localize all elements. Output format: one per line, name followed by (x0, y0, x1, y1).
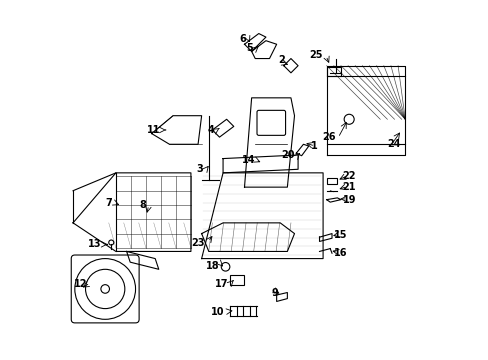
Text: 5: 5 (246, 43, 253, 53)
Text: 7: 7 (105, 198, 112, 208)
Text: 24: 24 (386, 139, 400, 149)
Text: 15: 15 (333, 230, 346, 240)
Text: 20: 20 (281, 150, 294, 160)
Text: 1: 1 (310, 141, 317, 151)
Text: 6: 6 (239, 34, 246, 44)
Text: 12: 12 (74, 279, 87, 289)
Text: 10: 10 (211, 307, 224, 317)
Text: 17: 17 (215, 279, 228, 289)
Text: 11: 11 (147, 125, 160, 135)
Bar (326, 178, 337, 184)
Text: 18: 18 (205, 261, 219, 271)
Text: 19: 19 (342, 195, 355, 204)
Bar (230, 275, 244, 285)
Text: 21: 21 (342, 182, 355, 192)
Text: 23: 23 (191, 238, 205, 248)
Text: 14: 14 (241, 156, 255, 165)
Text: 2: 2 (278, 55, 285, 65)
Text: 13: 13 (88, 239, 102, 249)
Text: 26: 26 (322, 132, 335, 142)
Text: 8: 8 (139, 200, 146, 210)
Bar (326, 67, 340, 76)
Text: 3: 3 (196, 164, 203, 174)
Text: 22: 22 (342, 171, 355, 181)
Text: 9: 9 (271, 288, 278, 297)
Text: 16: 16 (333, 248, 346, 258)
Text: 25: 25 (309, 50, 323, 60)
Text: 4: 4 (207, 125, 214, 135)
